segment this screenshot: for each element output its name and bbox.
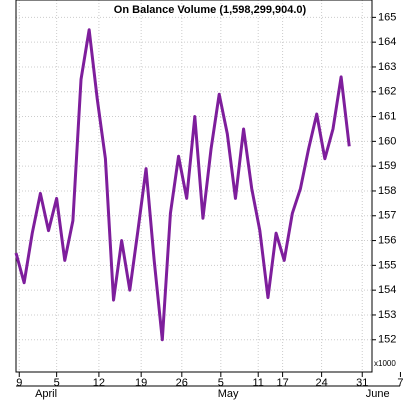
y-tick-label: 162 [378, 86, 396, 98]
x-tick-label: 26 [176, 377, 188, 389]
x-tick-label: 7 [397, 377, 403, 389]
y-unit-label: x1000 [374, 359, 396, 368]
plot-frame [15, 0, 373, 373]
x-tick-label: 17 [276, 377, 288, 389]
x-tick-label: 9 [16, 377, 22, 389]
y-tick-label: 158 [378, 185, 396, 197]
month-label: May [218, 388, 239, 400]
x-tick-label: 5 [218, 377, 224, 389]
x-tick-label: 19 [135, 377, 147, 389]
x-tick-label: 12 [93, 377, 105, 389]
y-tick-label: 155 [378, 259, 396, 271]
y-tick-label: 160 [378, 135, 396, 147]
y-tick-label: 157 [378, 210, 396, 222]
month-label: April [35, 388, 57, 400]
y-tick-label: 164 [378, 36, 396, 48]
chart-title: On Balance Volume (1,598,299,904.0) [114, 4, 307, 16]
y-tick-label: 156 [378, 234, 396, 246]
month-label: June [366, 388, 390, 400]
x-tick-label: 31 [356, 377, 368, 389]
y-tick-label: 153 [378, 309, 396, 321]
y-tick-label: 161 [378, 110, 396, 122]
y-tick-label: 163 [378, 61, 396, 73]
x-tick-label: 24 [315, 377, 327, 389]
y-tick-label: 159 [378, 160, 396, 172]
x-tick-label: 11 [252, 377, 263, 389]
y-tick-label: 154 [378, 284, 396, 296]
data-line [14, 28, 351, 342]
y-tick-label: 152 [378, 334, 396, 346]
x-tick-label: 5 [54, 377, 60, 389]
y-tick-label: 165 [378, 11, 396, 23]
